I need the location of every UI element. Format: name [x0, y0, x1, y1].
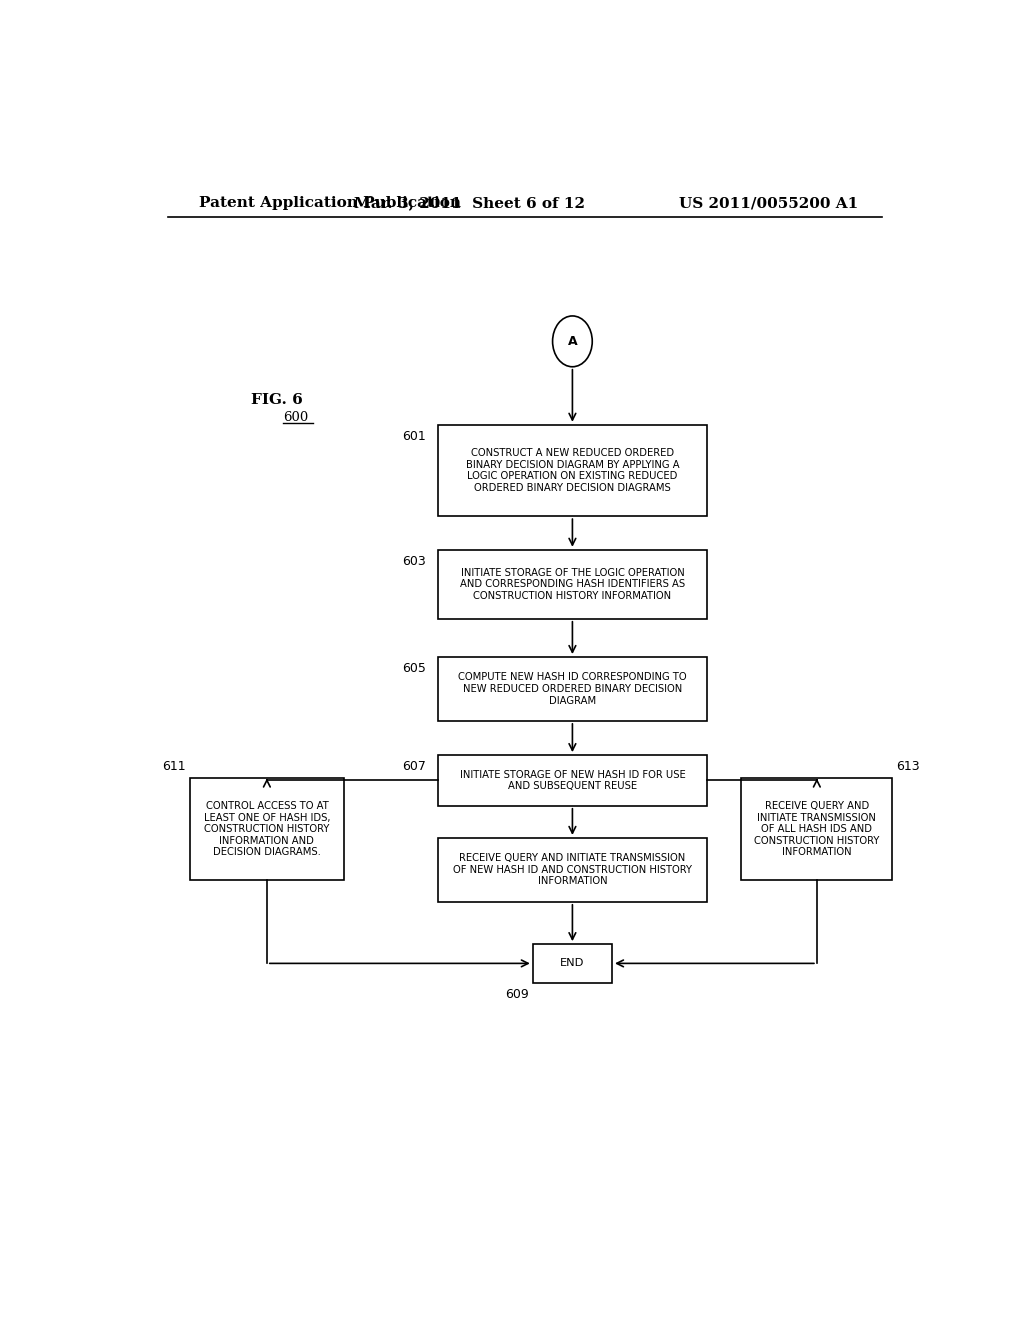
FancyBboxPatch shape — [189, 779, 344, 880]
FancyBboxPatch shape — [437, 755, 708, 805]
Text: COMPUTE NEW HASH ID CORRESPONDING TO
NEW REDUCED ORDERED BINARY DECISION
DIAGRAM: COMPUTE NEW HASH ID CORRESPONDING TO NEW… — [458, 672, 687, 706]
Text: RECEIVE QUERY AND INITIATE TRANSMISSION
OF NEW HASH ID AND CONSTRUCTION HISTORY
: RECEIVE QUERY AND INITIATE TRANSMISSION … — [453, 853, 692, 887]
Text: 609: 609 — [505, 987, 528, 1001]
Text: 611: 611 — [162, 760, 185, 774]
Text: US 2011/0055200 A1: US 2011/0055200 A1 — [679, 197, 858, 210]
Circle shape — [553, 315, 592, 367]
FancyBboxPatch shape — [532, 944, 612, 982]
Text: CONTROL ACCESS TO AT
LEAST ONE OF HASH IDS,
CONSTRUCTION HISTORY
INFORMATION AND: CONTROL ACCESS TO AT LEAST ONE OF HASH I… — [204, 801, 330, 858]
Text: FIG. 6: FIG. 6 — [251, 393, 303, 408]
Text: INITIATE STORAGE OF NEW HASH ID FOR USE
AND SUBSEQUENT REUSE: INITIATE STORAGE OF NEW HASH ID FOR USE … — [460, 770, 685, 791]
Text: 605: 605 — [401, 663, 426, 675]
FancyBboxPatch shape — [741, 779, 892, 880]
Text: 603: 603 — [401, 554, 426, 568]
Text: 607: 607 — [401, 760, 426, 774]
Text: Mar. 3, 2011  Sheet 6 of 12: Mar. 3, 2011 Sheet 6 of 12 — [353, 197, 585, 210]
Text: 601: 601 — [401, 430, 426, 442]
Text: 600: 600 — [283, 411, 308, 424]
Text: CONSTRUCT A NEW REDUCED ORDERED
BINARY DECISION DIAGRAM BY APPLYING A
LOGIC OPER: CONSTRUCT A NEW REDUCED ORDERED BINARY D… — [466, 447, 679, 492]
FancyBboxPatch shape — [437, 657, 708, 721]
Text: 613: 613 — [896, 760, 920, 774]
Text: A: A — [567, 335, 578, 348]
FancyBboxPatch shape — [437, 425, 708, 516]
Text: RECEIVE QUERY AND
INITIATE TRANSMISSION
OF ALL HASH IDS AND
CONSTRUCTION HISTORY: RECEIVE QUERY AND INITIATE TRANSMISSION … — [754, 801, 880, 858]
Text: INITIATE STORAGE OF THE LOGIC OPERATION
AND CORRESPONDING HASH IDENTIFIERS AS
CO: INITIATE STORAGE OF THE LOGIC OPERATION … — [460, 568, 685, 601]
FancyBboxPatch shape — [437, 549, 708, 619]
FancyBboxPatch shape — [437, 838, 708, 902]
Text: Patent Application Publication: Patent Application Publication — [200, 197, 462, 210]
Text: END: END — [560, 958, 585, 969]
